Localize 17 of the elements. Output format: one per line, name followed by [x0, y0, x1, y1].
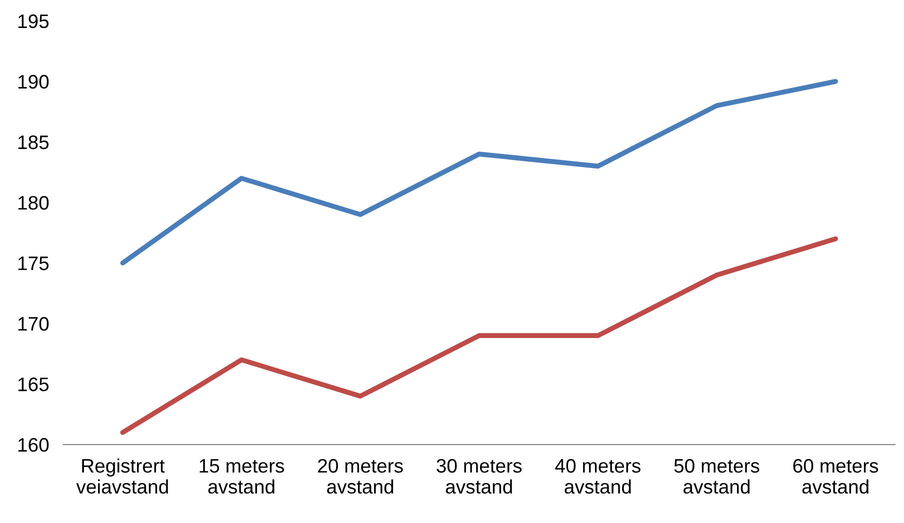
x-tick-label: 30 meters avstand [436, 458, 522, 494]
y-tick-label: 185 [18, 135, 49, 150]
line-series [120, 236, 838, 435]
x-tick-label: 15 meters avstand [200, 459, 284, 494]
y-tick-label: 180 [18, 196, 49, 210]
x-tick-label: 50 meters avstand [674, 458, 760, 494]
y-tick-label: 165 [18, 378, 49, 392]
x-tick-label: 40 meters avstand [555, 458, 640, 494]
y-tick-label: 160 [18, 438, 49, 452]
line-series [120, 79, 838, 266]
y-tick-label: 195 [18, 14, 49, 28]
y-tick-label: 190 [18, 74, 49, 89]
x-tick-label: 60 meters avstand [793, 458, 878, 494]
x-tick-label: Registrert veiavstand [76, 458, 168, 494]
y-tick-label: 175 [18, 256, 49, 270]
y-tick-label: 170 [18, 316, 49, 331]
x-tick-label: 20 meters avstand [318, 458, 403, 494]
